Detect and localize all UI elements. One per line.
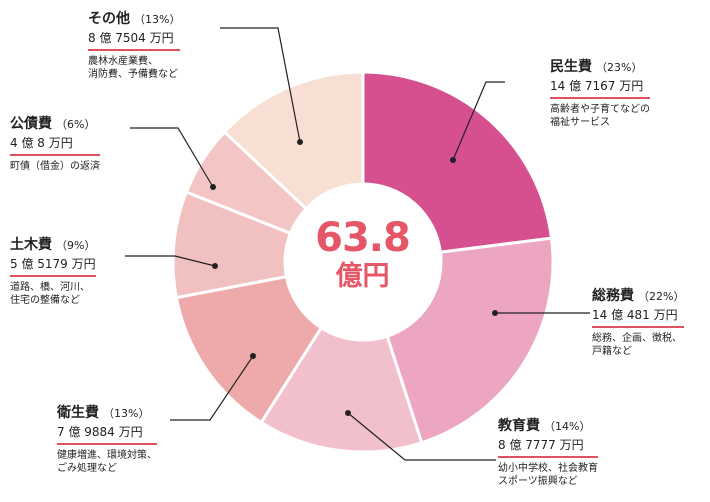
slice-note: 町債（借金）の返済	[10, 161, 100, 172]
slice-name: 衛生費 （13%）	[57, 404, 157, 423]
slice-amount: 7 億 9884 万円	[57, 423, 157, 445]
leader-line	[130, 127, 214, 188]
slice-amount: 14 億 481 万円	[592, 306, 685, 328]
pie-slice	[385, 236, 555, 445]
slice-label: 土木費 （9%） 5 億 5179 万円 道路、橋、河川、 住宅の整備など	[10, 236, 96, 307]
pie-slice	[361, 70, 554, 254]
slice-name-text: 衛生費	[57, 405, 99, 421]
leader-dot	[212, 263, 218, 269]
slice-name-text: 総務費	[592, 288, 634, 304]
total-value: 63.8	[315, 215, 411, 261]
slice-percent: （22%）	[638, 290, 685, 303]
slice-name-text: 教育費	[498, 418, 540, 434]
slice-amount: 4 億 8 万円	[10, 134, 100, 156]
slice-label: 教育費 （14%） 8 億 7777 万円 幼小中学校、社会教育 スポーツ振興など	[498, 417, 598, 488]
slice-amount: 8 億 7777 万円	[498, 436, 598, 458]
slice-name-text: その他	[88, 11, 130, 27]
leader-line	[170, 355, 254, 421]
slice-note: 農林水産業費、 消防費、予備費など	[88, 56, 178, 80]
slice-percent: （23%）	[596, 61, 643, 74]
slice-label: 衛生費 （13%） 7 億 9884 万円 健康増進、環境対策、 ごみ処理など	[57, 404, 157, 475]
leader-line	[452, 81, 505, 161]
leader-dot	[250, 353, 256, 359]
leader-dot	[492, 310, 498, 316]
slice-name: 教育費 （14%）	[498, 417, 598, 436]
slice-label: その他 （13%） 8 億 7504 万円 農林水産業費、 消防費、予備費など	[88, 10, 181, 81]
leader-line	[125, 255, 216, 267]
slice-name: 土木費 （9%）	[10, 236, 96, 255]
leader-dot	[210, 184, 216, 190]
slice-name-text: 公債費	[10, 116, 52, 132]
total-unit: 億円	[335, 261, 390, 292]
slice-name: 公債費 （6%）	[10, 115, 100, 134]
slice-percent: （6%）	[56, 118, 96, 131]
leader-dot	[450, 157, 456, 163]
slice-note: 総務、企画、徴税、 戸籍など	[592, 333, 682, 357]
slice-note: 高齢者や子育てなどの 福祉サービス	[550, 104, 650, 128]
slice-name: その他 （13%）	[88, 10, 180, 29]
leader-dot	[345, 410, 351, 416]
slice-name-text: 民生費	[550, 59, 592, 75]
slice-percent: （14%）	[544, 420, 591, 433]
slice-note: 道路、橋、河川、 住宅の整備など	[10, 282, 90, 306]
slice-name: 総務費 （22%）	[592, 287, 684, 306]
slice-percent: （13%）	[134, 13, 181, 26]
leader-dot	[297, 139, 303, 145]
slice-note: 幼小中学校、社会教育 スポーツ振興など	[498, 463, 598, 487]
slice-label: 総務費 （22%） 14 億 481 万円 総務、企画、徴税、 戸籍など	[592, 287, 685, 358]
slice-amount: 5 億 5179 万円	[10, 255, 96, 277]
slice-label: 民生費 （23%） 14 億 7167 万円 高齢者や子育てなどの 福祉サービス	[550, 58, 650, 129]
slice-name: 民生費 （23%）	[550, 58, 650, 77]
slice-percent: （13%）	[103, 407, 150, 420]
slice-label: 公債費 （6%） 4 億 8 万円町債（借金）の返済	[10, 115, 100, 173]
leader-line	[347, 412, 496, 461]
leader-line	[220, 27, 301, 143]
slice-name-text: 土木費	[10, 237, 52, 253]
slice-note: 健康増進、環境対策、 ごみ処理など	[57, 450, 157, 474]
slice-amount: 8 億 7504 万円	[88, 29, 181, 51]
pie-slice	[259, 325, 424, 454]
donut-center-label: 63.8 億円	[280, 215, 445, 293]
slice-amount: 14 億 7167 万円	[550, 77, 650, 99]
pie-slice	[174, 274, 324, 425]
pie-slice	[222, 70, 365, 211]
slice-percent: （9%）	[56, 239, 96, 252]
